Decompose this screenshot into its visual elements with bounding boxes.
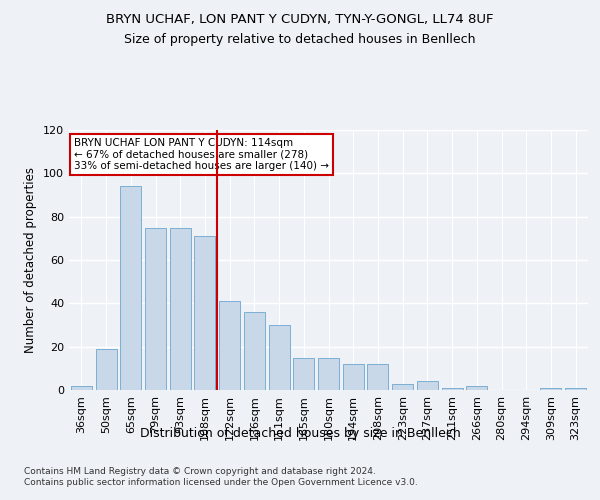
Bar [392,384,413,390]
Bar [318,358,339,390]
Y-axis label: Number of detached properties: Number of detached properties [25,167,37,353]
Text: BRYN UCHAF LON PANT Y CUDYN: 114sqm
← 67% of detached houses are smaller (278)
3: BRYN UCHAF LON PANT Y CUDYN: 114sqm ← 67… [74,138,329,171]
Bar [269,325,290,390]
Bar [466,386,487,390]
Bar [145,228,166,390]
Bar [71,386,92,390]
Bar [565,388,586,390]
Bar [343,364,364,390]
Text: Contains HM Land Registry data © Crown copyright and database right 2024.
Contai: Contains HM Land Registry data © Crown c… [24,468,418,487]
Bar [367,364,388,390]
Bar [417,382,438,390]
Bar [170,228,191,390]
Bar [95,349,116,390]
Bar [194,236,215,390]
Bar [219,301,240,390]
Text: BRYN UCHAF, LON PANT Y CUDYN, TYN-Y-GONGL, LL74 8UF: BRYN UCHAF, LON PANT Y CUDYN, TYN-Y-GONG… [106,12,494,26]
Text: Size of property relative to detached houses in Benllech: Size of property relative to detached ho… [124,32,476,46]
Text: Distribution of detached houses by size in Benllech: Distribution of detached houses by size … [140,428,460,440]
Bar [120,186,141,390]
Bar [442,388,463,390]
Bar [293,358,314,390]
Bar [541,388,562,390]
Bar [244,312,265,390]
